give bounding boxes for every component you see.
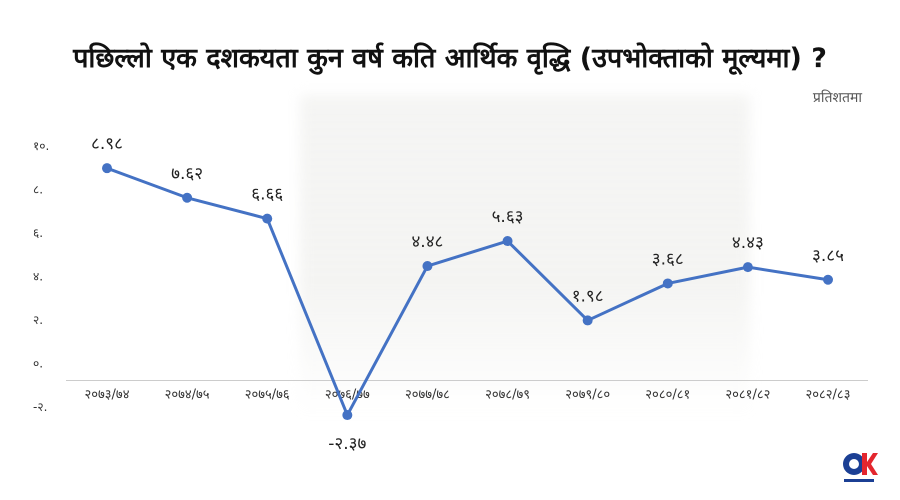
y-tick-label: २. [33,313,43,327]
data-point [342,410,353,421]
y-tick-label: १०. [33,139,49,153]
y-tick-label: -२. [33,400,47,414]
data-label: ४.४८ [411,232,443,252]
x-tick-label: २०८०/८१ [645,388,690,403]
data-label: ५.६३ [492,207,524,227]
x-tick-label: २०७७/७८ [405,388,450,403]
x-tick-label: २०८२/८३ [806,388,851,403]
data-label: ३.८५ [812,246,844,266]
data-point [742,262,753,273]
y-tick-label: ६. [33,226,43,240]
unit-label: प्रतिशतमा [812,90,862,106]
data-label: ८.९८ [91,134,123,154]
x-tick-label: २०७४/७५ [165,388,210,403]
data-label: १.९८ [572,286,604,306]
x-tick-label: २०७६/७७ [325,388,370,403]
y-tick-label: ८. [33,183,43,197]
data-point [182,192,193,203]
data-label: ७.६२ [171,164,203,184]
data-label: ४.४३ [732,233,764,253]
data-label: ३.६८ [652,249,684,269]
chart-title: पछिल्लो एक दशकयता कुन वर्ष कति आर्थिक वृ… [73,43,827,74]
data-point [502,236,513,247]
x-tick-label: २०८१/८२ [725,388,770,403]
data-label: -२.३७ [328,434,366,454]
series-line [106,166,829,417]
y-tick-label: ०. [33,357,43,371]
data-point [823,274,833,285]
y-tick-label: ४. [33,270,43,284]
x-tick-label: २०७५/७६ [245,388,290,403]
x-tick-label: २०७८/७९ [485,388,530,403]
data-point [662,278,673,289]
x-tick-label: २०७९/८० [565,388,610,403]
x-tick-label: २०७३/७४ [85,388,130,403]
data-point [582,315,593,326]
onlinekhabar-logo-icon [843,453,878,482]
data-label: ६.६६ [251,185,283,205]
data-point [422,261,433,272]
data-point [102,163,112,174]
data-point [262,213,273,224]
